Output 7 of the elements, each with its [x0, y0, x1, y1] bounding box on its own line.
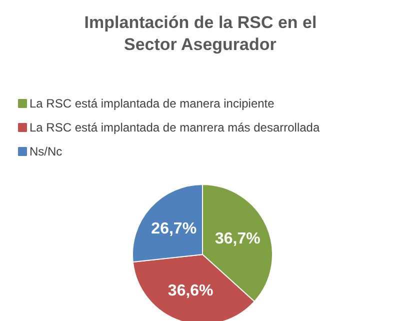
legend-label: Ns/Nc: [30, 144, 62, 158]
data-label: 26,7%: [151, 220, 197, 238]
data-label: 36,6%: [168, 282, 214, 300]
data-label: 36,7%: [215, 230, 260, 248]
chart-title: Implantación de la RSC en el Sector Asegurador: [84, 13, 317, 54]
legend-label: La RSC está implantada de manrera más desarrollada: [30, 120, 320, 134]
legend-label: La RSC está implantada de manera incipiente: [30, 96, 275, 110]
